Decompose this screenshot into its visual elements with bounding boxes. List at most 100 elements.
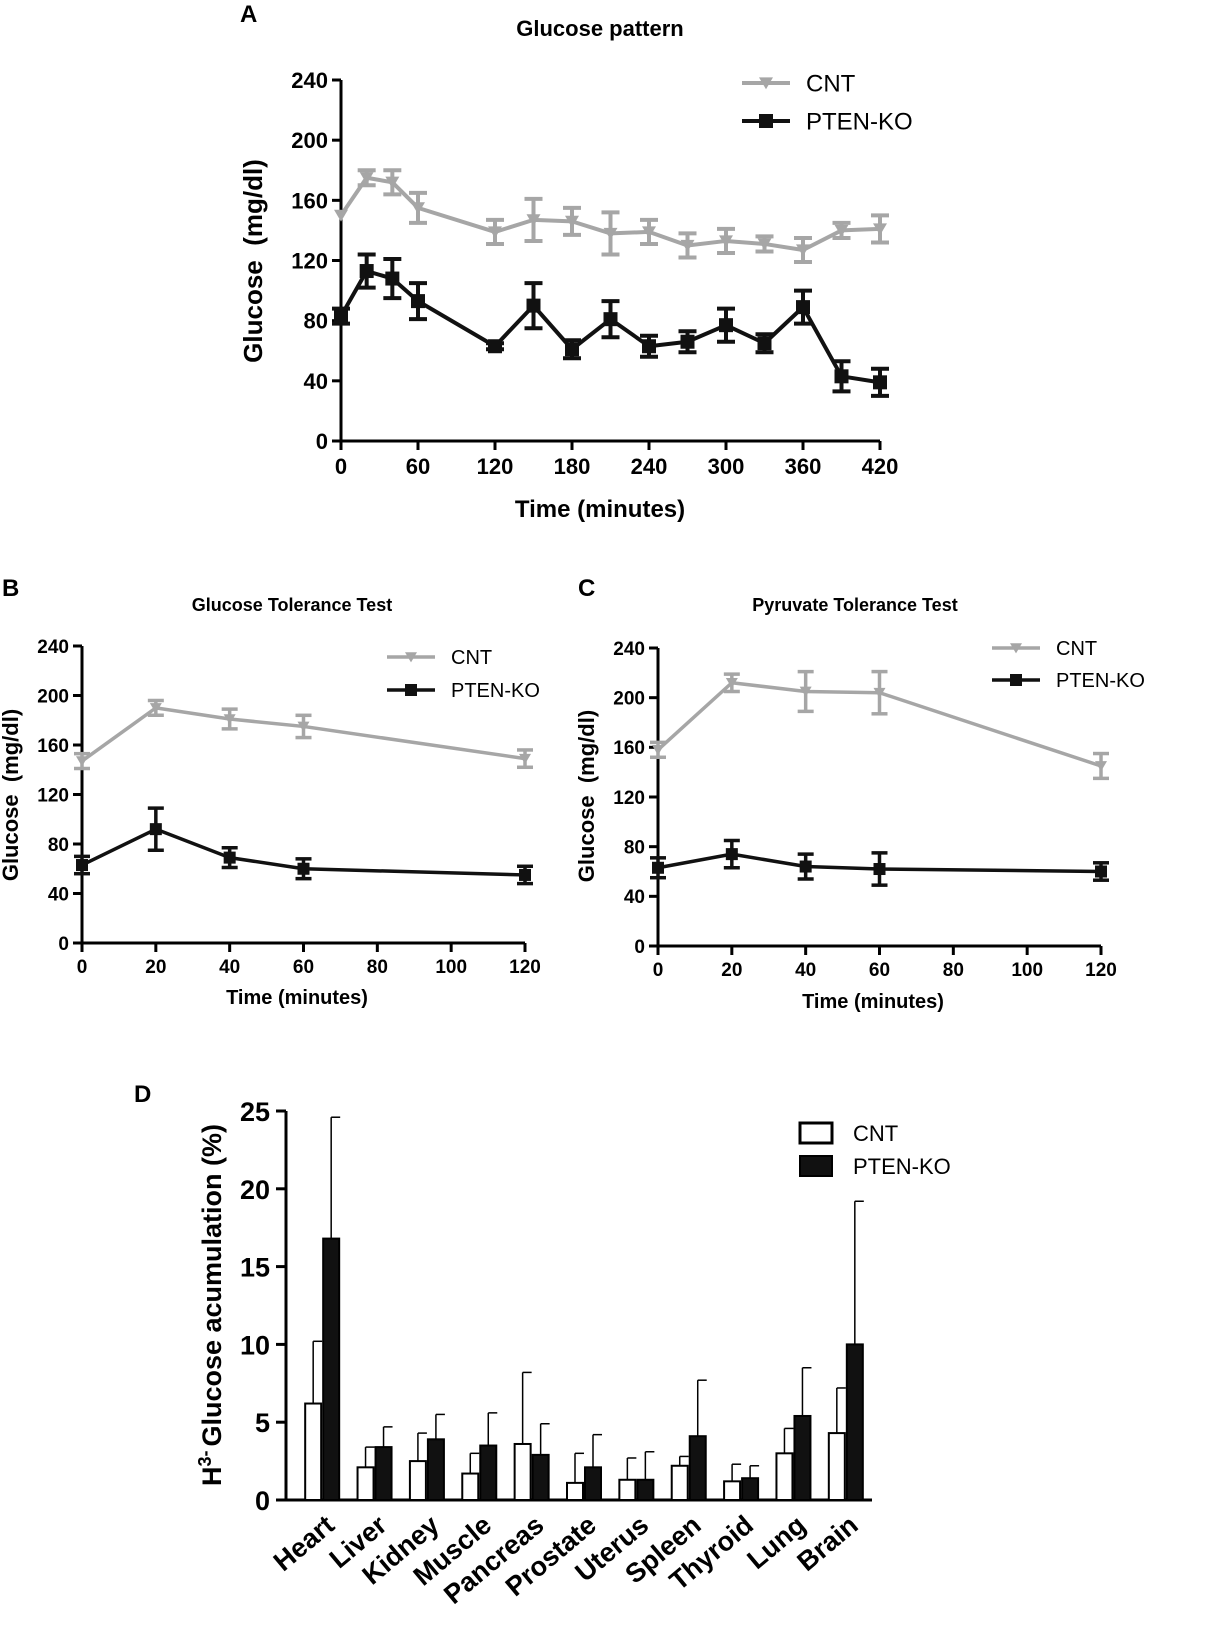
y-tick-label: 160 bbox=[613, 738, 645, 759]
chart-d: D 0 5 10 15 20 25 H3- Glucose acumulation (%) Hea… bbox=[134, 1081, 951, 1610]
legend: CNT PTEN-KO bbox=[798, 1121, 951, 1179]
bar-cnt bbox=[566, 1481, 584, 1502]
chart-title: Glucose Tolerance Test bbox=[192, 595, 392, 615]
data-point bbox=[76, 756, 88, 767]
y-tick-label: 80 bbox=[48, 835, 69, 856]
panel-label-a: A bbox=[240, 1, 257, 28]
data-point bbox=[642, 226, 656, 239]
y-tick-label: 120 bbox=[291, 248, 328, 273]
data-point bbox=[1095, 761, 1107, 772]
data-point bbox=[565, 215, 579, 228]
y-tick-label: 0 bbox=[255, 1486, 270, 1516]
data-point bbox=[334, 209, 348, 222]
x-tick-label: 120 bbox=[1085, 960, 1117, 981]
category-lung: Lung bbox=[741, 1366, 812, 1575]
y-tick-label: 20 bbox=[240, 1175, 270, 1205]
legend-label: CNT bbox=[451, 647, 492, 669]
legend-marker bbox=[405, 652, 417, 663]
bar-pten-ko bbox=[322, 1237, 341, 1502]
x-tick-label: 80 bbox=[367, 957, 388, 978]
data-point bbox=[642, 339, 656, 354]
bar-pten-ko bbox=[845, 1343, 864, 1502]
data-point bbox=[799, 686, 812, 697]
panel-label-c: C bbox=[578, 575, 595, 602]
y-tick-label: 240 bbox=[291, 68, 328, 93]
data-point bbox=[359, 264, 374, 279]
y-axis-label: Glucose (mg/dl) bbox=[574, 710, 599, 882]
x-tick-label: 80 bbox=[943, 960, 964, 981]
data-point bbox=[223, 714, 236, 725]
legend-label: PTEN-KO bbox=[806, 109, 913, 136]
bar-cnt bbox=[827, 1432, 846, 1502]
bar-cnt bbox=[618, 1478, 637, 1501]
chart-title: Pyruvate Tolerance Test bbox=[752, 595, 957, 615]
y-tick-label: 0 bbox=[58, 934, 69, 955]
x-axis-label: Time (minutes) bbox=[802, 991, 944, 1013]
y-tick-label: 40 bbox=[624, 887, 645, 908]
panel-label-b: B bbox=[2, 575, 19, 602]
y-tick-label: 200 bbox=[37, 686, 69, 707]
data-point bbox=[603, 312, 618, 327]
bar-cnt bbox=[723, 1480, 742, 1502]
data-point bbox=[1095, 865, 1107, 878]
legend-swatch-pten-ko bbox=[799, 1155, 833, 1177]
data-point bbox=[359, 172, 374, 185]
x-tick-label: 120 bbox=[509, 957, 541, 978]
data-point bbox=[411, 202, 425, 215]
x-tick-label: 40 bbox=[795, 960, 816, 981]
bar-cnt bbox=[304, 1402, 323, 1501]
data-point bbox=[411, 294, 425, 309]
series-pten-ko bbox=[74, 806, 533, 886]
legend-label: PTEN-KO bbox=[1056, 670, 1145, 692]
legend-swatch-cnt bbox=[798, 1121, 834, 1145]
data-point bbox=[652, 861, 664, 874]
bar-cnt bbox=[461, 1472, 480, 1501]
series-cnt bbox=[650, 669, 1109, 781]
data-point bbox=[149, 703, 162, 714]
data-point bbox=[519, 868, 531, 881]
x-tick-label: 100 bbox=[1011, 960, 1043, 981]
x-tick-label: 20 bbox=[145, 957, 166, 978]
x-tick-label: 0 bbox=[335, 454, 347, 479]
data-point bbox=[297, 862, 310, 875]
y-label-prefix: H bbox=[197, 1467, 227, 1487]
y-tick-label: 40 bbox=[304, 369, 328, 394]
x-tick-label: 300 bbox=[708, 454, 745, 479]
y-tick-label: 0 bbox=[634, 937, 645, 958]
data-point bbox=[834, 224, 849, 237]
chart-a: A Glucose pattern 0 40 80 120 160 200 240 0 60 120 1… bbox=[238, 1, 913, 523]
data-point bbox=[334, 309, 348, 324]
data-point bbox=[526, 214, 541, 227]
data-point bbox=[873, 375, 887, 390]
legend-label: CNT bbox=[853, 1121, 898, 1146]
y-tick-label: 80 bbox=[304, 309, 328, 334]
bar-cnt bbox=[356, 1466, 375, 1501]
x-category-label: Brain bbox=[792, 1510, 864, 1577]
y-tick-label: 5 bbox=[255, 1408, 270, 1438]
x-tick-label: 60 bbox=[406, 454, 430, 479]
data-point bbox=[725, 848, 738, 861]
data-point bbox=[796, 300, 810, 315]
legend-marker bbox=[1010, 643, 1022, 654]
x-axis-label: Time (minutes) bbox=[515, 496, 685, 523]
series-pten-ko bbox=[332, 252, 889, 398]
x-tick-label: 0 bbox=[77, 957, 88, 978]
data-point bbox=[719, 318, 733, 333]
bar-pten-ko bbox=[479, 1444, 498, 1502]
bar-cnt bbox=[513, 1442, 532, 1502]
bar-pten-ko bbox=[584, 1466, 602, 1501]
x-category-label: Heart bbox=[268, 1510, 340, 1577]
data-point bbox=[796, 244, 810, 257]
panel-label-d: D bbox=[134, 1081, 151, 1108]
data-point bbox=[76, 859, 88, 872]
bar-pten-ko bbox=[636, 1478, 655, 1501]
legend: CNT PTEN-KO bbox=[387, 647, 540, 702]
y-tick-label: 240 bbox=[613, 639, 645, 660]
data-point bbox=[799, 860, 812, 873]
bar-pten-ko bbox=[741, 1477, 760, 1501]
bar-pten-ko bbox=[688, 1435, 707, 1501]
y-tick-label: 160 bbox=[291, 188, 328, 213]
x-tick-label: 60 bbox=[869, 960, 890, 981]
